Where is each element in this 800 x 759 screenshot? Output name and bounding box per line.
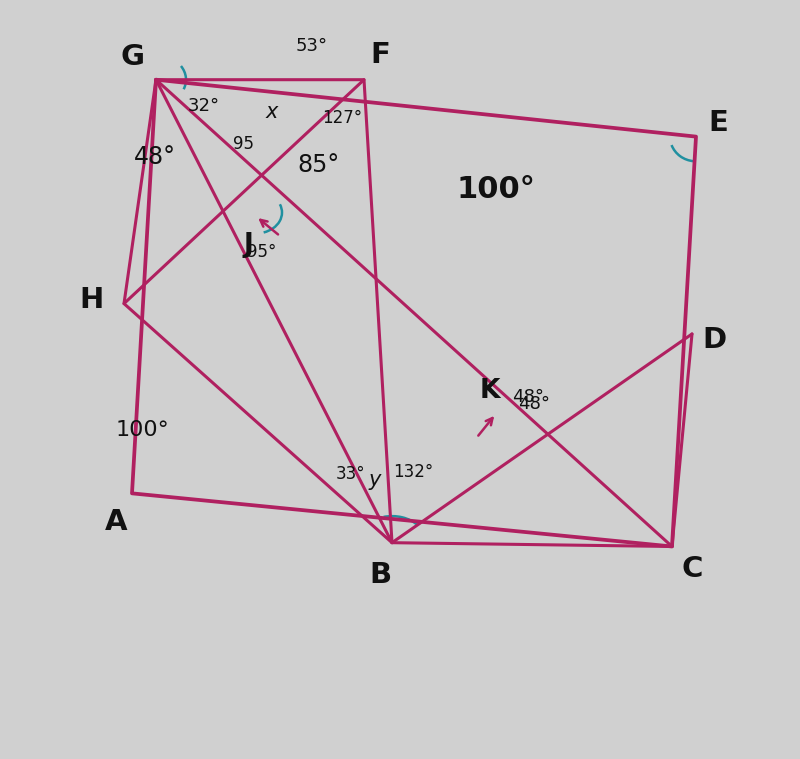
Text: H: H [80,286,104,313]
Text: G: G [120,43,144,71]
Text: 48°: 48° [518,395,550,413]
Text: 85°: 85° [298,153,339,178]
Text: K: K [479,378,500,404]
Text: 53°: 53° [296,36,328,55]
Text: B: B [369,561,391,588]
Text: A: A [105,509,127,536]
Text: 48°: 48° [134,145,175,169]
Text: 32°: 32° [188,97,220,115]
Text: 95°: 95° [247,243,276,261]
Text: F: F [370,42,390,69]
Text: y: y [368,471,381,490]
Text: D: D [702,326,726,354]
Text: 95: 95 [234,135,254,153]
Text: 127°: 127° [322,109,362,127]
Text: J: J [243,232,253,258]
Text: E: E [709,109,728,137]
Text: x: x [266,102,278,122]
Text: 132°: 132° [393,463,433,481]
Text: 100°: 100° [115,420,170,440]
Text: 48°: 48° [512,388,544,406]
Text: C: C [682,556,702,583]
Text: 33°: 33° [335,465,366,483]
Text: 100°: 100° [457,175,535,204]
